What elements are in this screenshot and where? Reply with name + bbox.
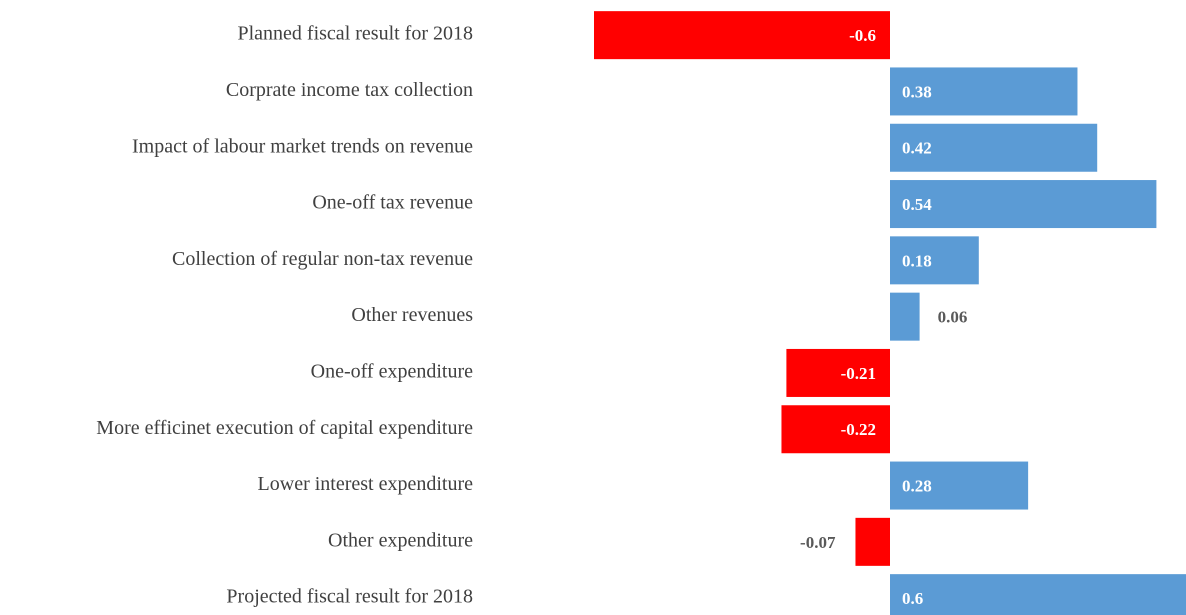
bar [890, 574, 1186, 615]
value-label: 0.28 [902, 476, 932, 495]
bar [890, 180, 1157, 229]
value-label: 0.42 [902, 139, 932, 158]
value-label: 0.06 [938, 308, 968, 327]
value-label: 0.18 [902, 251, 932, 270]
value-label: 0.38 [902, 82, 932, 101]
bar [890, 123, 1098, 172]
value-label: -0.22 [841, 420, 876, 439]
value-label: -0.6 [849, 26, 876, 45]
category-label: Corprate income tax collection [226, 79, 473, 101]
category-label: One-off tax revenue [312, 192, 473, 214]
bar [890, 67, 1078, 116]
value-label: -0.07 [800, 533, 836, 552]
value-label: 0.54 [902, 195, 932, 214]
bar [781, 405, 890, 454]
category-label: Other revenues [351, 304, 473, 326]
bar [594, 11, 890, 60]
category-label: Lower interest expenditure [258, 473, 474, 495]
bar [890, 292, 920, 341]
bar [786, 348, 890, 397]
category-label: Collection of regular non-tax revenue [172, 248, 473, 270]
category-label: One-off expenditure [311, 361, 473, 383]
bar [855, 517, 890, 566]
category-label: Other expenditure [328, 529, 473, 551]
category-label: Impact of labour market trends on revenu… [132, 135, 473, 157]
category-label: Projected fiscal result for 2018 [226, 586, 473, 608]
value-label: 0.6 [902, 589, 923, 608]
category-label: More efficinet execution of capital expe… [96, 417, 473, 439]
category-label: Planned fiscal result for 2018 [238, 23, 474, 45]
value-label: -0.21 [841, 364, 876, 383]
bar [890, 236, 979, 285]
bar [890, 461, 1029, 510]
